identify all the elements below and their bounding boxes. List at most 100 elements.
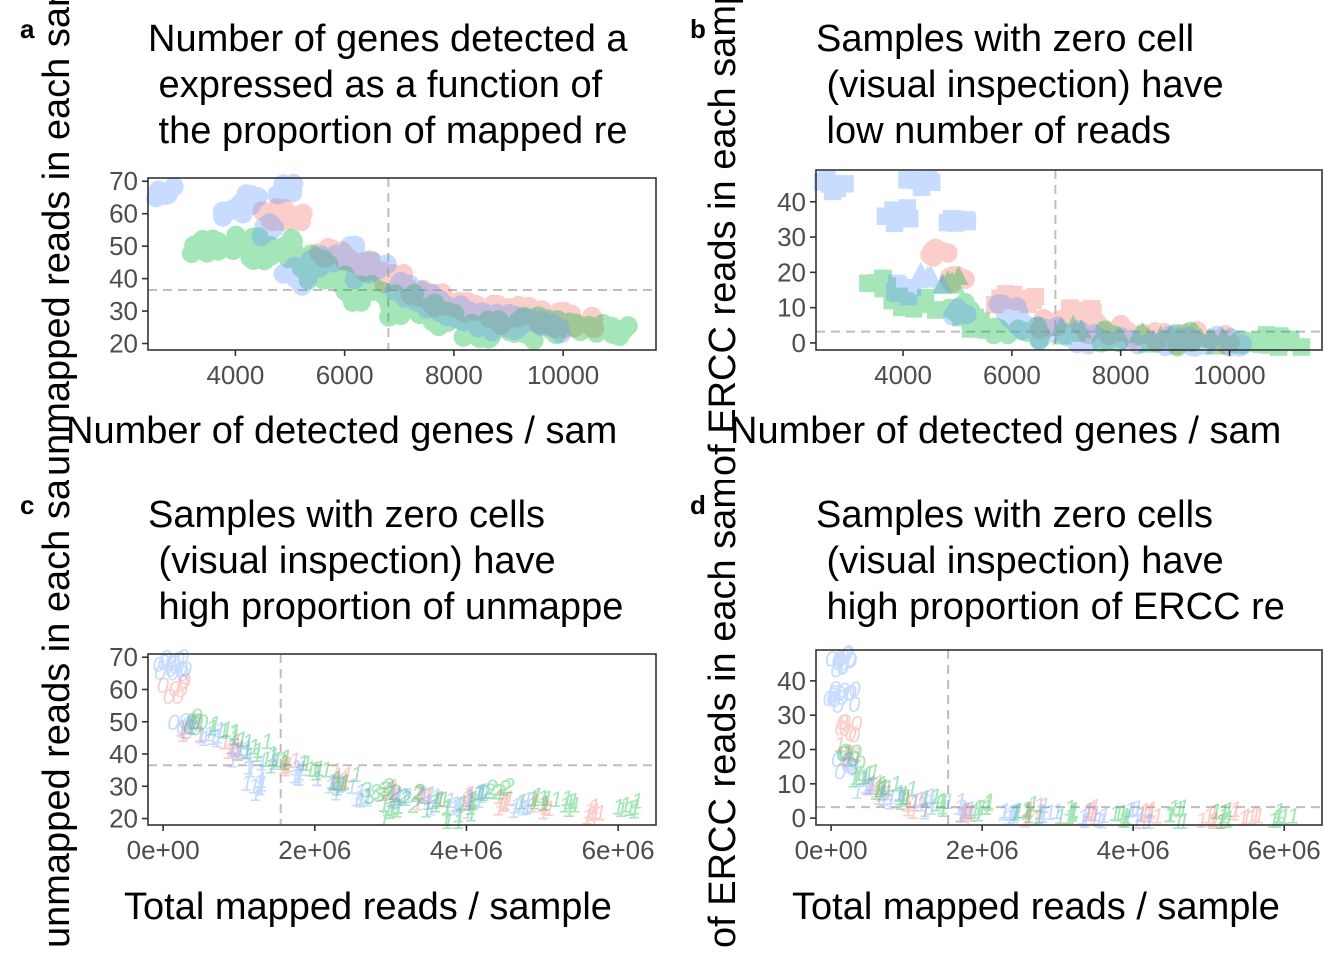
panel-title: Samples with zero cells (visual inspecti…: [816, 494, 1285, 628]
data-point-label: 0: [850, 740, 863, 765]
data-point: [291, 250, 312, 270]
data-point: [1019, 295, 1037, 313]
data-point: [254, 216, 274, 237]
data-point-label: 1: [304, 756, 316, 781]
data-point-label: 1: [1034, 800, 1046, 825]
data-point: [1292, 338, 1311, 356]
data-point: [309, 258, 329, 279]
data-point-label: 1: [338, 767, 350, 792]
data-point-label: 1: [520, 795, 532, 820]
data-point: [989, 318, 1009, 339]
data-point: [466, 295, 486, 316]
data-point: [920, 245, 940, 265]
data-point: [397, 280, 417, 300]
data-point: [243, 250, 264, 270]
data-point: [499, 321, 520, 342]
data-point: [896, 292, 914, 310]
data-point-label: 1: [178, 718, 190, 743]
data-point: [254, 250, 275, 271]
data-point: [302, 254, 322, 275]
data-point: [977, 321, 995, 339]
data-point-label: 1: [500, 791, 512, 816]
data-point-label: 1: [957, 795, 969, 820]
data-point-label: 1: [1222, 808, 1234, 833]
data-point-label: 0: [836, 741, 849, 766]
data-point-label: 0: [181, 720, 194, 745]
data-point: [884, 201, 902, 219]
data-point-label: 1: [1168, 796, 1180, 821]
data-point: [504, 323, 525, 343]
data-point-label: 1: [513, 793, 525, 818]
data-point: [436, 301, 457, 321]
data-point: [231, 233, 252, 253]
data-point: [288, 208, 309, 228]
data-point: [362, 281, 383, 302]
data-point: [340, 249, 360, 269]
data-point: [947, 266, 968, 286]
data-point: [259, 213, 280, 233]
data-point-label: 1: [521, 787, 533, 812]
data-point-label: 0: [168, 676, 181, 701]
data-point: [604, 323, 624, 343]
data-point: [1122, 330, 1142, 350]
data-point: [924, 242, 945, 263]
data-point: [894, 281, 912, 299]
data-point: [1039, 317, 1059, 337]
data-point: [1155, 336, 1176, 357]
data-point: [508, 311, 528, 332]
data-point-label: 1: [282, 753, 294, 778]
data-point: [267, 198, 287, 218]
data-point: [369, 261, 390, 281]
data-point-label: 3: [363, 784, 376, 809]
data-point: [916, 288, 935, 307]
data-point: [1019, 291, 1037, 309]
data-point-label: 1: [885, 785, 897, 810]
data-point-label: 1: [453, 809, 465, 834]
data-point-label: 1: [328, 770, 340, 795]
data-point-label: 1: [976, 795, 988, 820]
data-point-label: 2: [399, 786, 412, 811]
data-point: [944, 274, 966, 294]
data-point-label: 1: [1120, 808, 1132, 833]
data-point-label: 1: [280, 745, 292, 770]
data-point-label: 1: [1033, 793, 1045, 818]
data-point-label: 1: [453, 793, 465, 818]
data-point-label: 0: [186, 715, 199, 740]
data-point: [618, 316, 638, 336]
data-point: [519, 312, 539, 332]
data-point-label: 1: [1273, 803, 1285, 828]
data-point: [457, 308, 478, 329]
data-point: [520, 311, 541, 331]
data-point: [436, 302, 457, 322]
data-point: [1029, 323, 1049, 344]
data-point: [318, 242, 339, 263]
data-point: [887, 274, 906, 293]
data-point-label: 1: [336, 772, 348, 797]
data-point-label: 1: [362, 786, 374, 811]
data-point: [342, 292, 363, 312]
data-point-label: 1: [354, 780, 366, 805]
data-point: [542, 317, 562, 338]
data-point-label: 1: [878, 774, 890, 799]
data-point: [1022, 290, 1040, 308]
data-point-label: 1: [206, 716, 218, 741]
data-point-label: 1: [937, 797, 949, 822]
data-point-label: 1: [529, 789, 541, 814]
data-point: [400, 281, 420, 302]
data-point: [463, 321, 483, 342]
data-point-label: 2: [490, 780, 503, 805]
data-point: [1180, 332, 1201, 353]
data-point: [998, 324, 1018, 345]
data-point-label: 1: [628, 799, 640, 824]
data-point: [952, 303, 972, 323]
data-point: [1207, 325, 1227, 346]
data-point: [483, 296, 503, 316]
data-point-label: 0: [176, 671, 189, 696]
data-point: [561, 314, 582, 334]
data-point: [909, 294, 927, 312]
data-point: [252, 201, 272, 221]
data-point-label: 0: [186, 708, 199, 733]
data-point-label: 1: [421, 784, 433, 809]
data-point: [1006, 314, 1027, 335]
data-point: [213, 207, 233, 227]
